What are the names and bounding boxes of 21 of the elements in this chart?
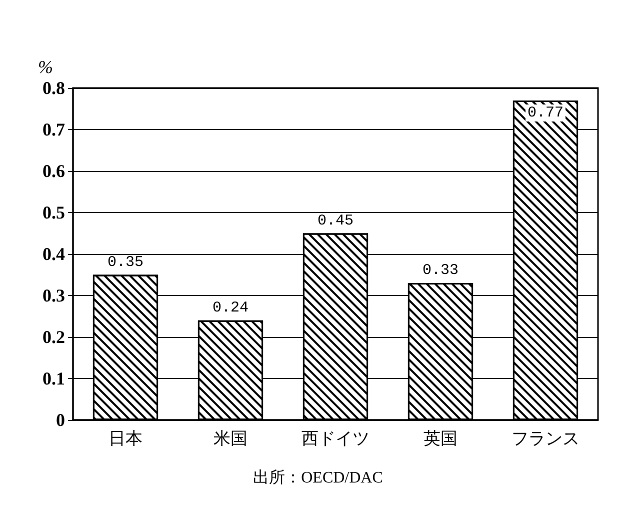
y-tick-label: 0.8 [42, 78, 65, 98]
x-tick-label: フランス [512, 429, 580, 448]
y-tick-label: 0 [56, 410, 65, 430]
data-label: 0.35 [107, 254, 144, 271]
data-label: 0.33 [422, 262, 459, 280]
data-label: 0.45 [317, 212, 354, 230]
data-label: 0.77 [527, 104, 564, 122]
x-tick-label: 米国 [214, 429, 248, 448]
y-tick-label: 0.3 [42, 286, 65, 306]
y-tick-label: 0.4 [42, 244, 65, 264]
y-tick-label: 0.7 [42, 120, 65, 140]
y-tick-label: 0.5 [42, 202, 65, 222]
y-tick-label: 0.6 [42, 161, 65, 181]
x-tick-label: 日本 [108, 429, 142, 448]
data-label: 0.24 [212, 299, 249, 316]
y-axis-title: % [38, 57, 53, 77]
y-tick-label: 0.1 [42, 368, 65, 388]
text: 出所：OECD/DAC [253, 468, 383, 486]
x-tick-label: 西ドイツ [302, 429, 370, 448]
y-tick-label: 0.2 [42, 327, 65, 347]
x-tick-label: 英国 [424, 429, 458, 448]
